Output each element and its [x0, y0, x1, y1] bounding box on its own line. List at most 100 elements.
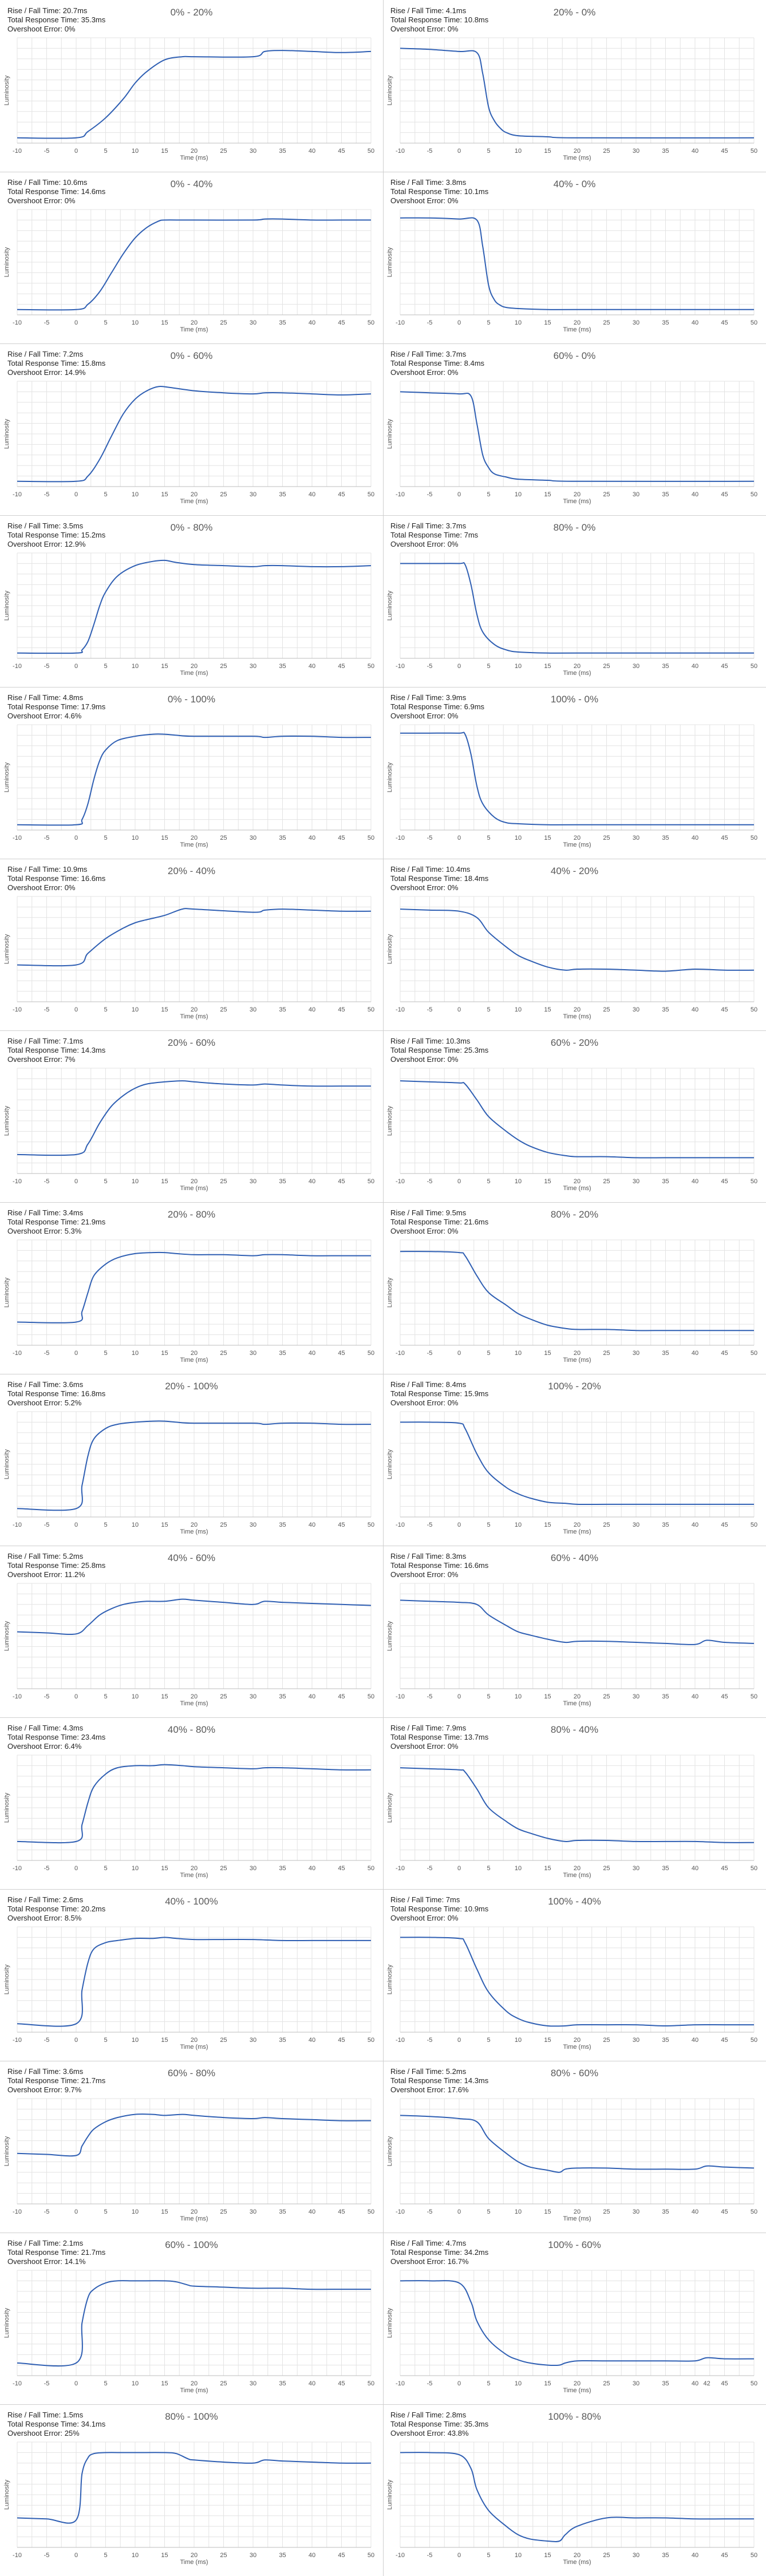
x-tick-label: 10: [132, 2208, 139, 2215]
overshoot-error-label: Overshoot Error: 6.4%: [7, 1742, 82, 1751]
x-tick-label: 30: [633, 2552, 639, 2559]
x-tick-label: 50: [368, 148, 374, 155]
overshoot-error-label: Overshoot Error: 12.9%: [7, 540, 86, 548]
chart-svg: -10 -5 0 5 10 15 20 25 30 35 40 45 50 Time (ms) Lumino…: [3, 2441, 374, 2566]
x-tick-label: 30: [633, 148, 639, 155]
luminosity-series-line: [400, 391, 755, 482]
rise-fall-time-label: Rise / Fall Time: 20.7ms: [7, 6, 88, 15]
x-tick-label: 40: [309, 1178, 315, 1185]
y-axis-label: Luminosity: [386, 2479, 393, 2510]
overshoot-error-label: Overshoot Error: 25%: [7, 2429, 80, 2437]
x-tick-label: -5: [427, 2552, 433, 2559]
x-tick-label: -10: [13, 1350, 22, 1357]
row-divider: [0, 687, 766, 688]
x-tick-label: 50: [751, 835, 757, 841]
total-response-time-label: Total Response Time: 6.9ms: [390, 702, 485, 711]
x-tick-label: 20: [574, 2208, 581, 2215]
chart-panel: Rise / Fall Time: 20.7ms Total Response T…: [0, 0, 383, 172]
luminosity-series-line: [400, 1421, 754, 1506]
x-tick-label: -5: [427, 491, 433, 498]
x-tick-label: 40: [309, 1522, 315, 1528]
x-tick-label: -5: [44, 2380, 50, 2387]
chart-svg: -10 -5 0 5 10 15 20 25 30 35 40 45 50 Time (ms) Lumino…: [3, 1926, 374, 2050]
chart-svg: -10 -5 0 5 10 15 20 25 30 35 40 45 50 Time (ms) Lumino…: [386, 2098, 757, 2222]
chart-panel: Rise / Fall Time: 4.8ms Total Response Ti…: [0, 687, 383, 859]
chart-stats: Rise / Fall Time: 20.7ms Total Response T…: [7, 6, 105, 34]
x-tick-label: 5: [104, 663, 107, 670]
x-tick-label: 0: [457, 1350, 461, 1357]
chart-title: 80% - 40%: [550, 1724, 599, 1735]
chart-stats: Rise / Fall Time: 5.2ms Total Response Ti…: [7, 1552, 105, 1579]
x-tick-label: 15: [161, 1006, 168, 1013]
x-tick-label: 45: [721, 1178, 728, 1185]
x-tick-label: -5: [44, 2208, 50, 2215]
x-tick-label: 15: [544, 491, 551, 498]
x-tick-label: 10: [515, 1865, 522, 1872]
x-tick-label: 50: [751, 2037, 757, 2044]
x-tick-label: 15: [544, 663, 551, 670]
rise-fall-time-label: Rise / Fall Time: 4.8ms: [7, 693, 84, 702]
total-response-time-label: Total Response Time: 35.3ms: [7, 15, 106, 24]
total-response-time-label: Total Response Time: 10.8ms: [390, 15, 489, 24]
x-tick-label: 40: [309, 2380, 315, 2387]
chart-svg: -10 -5 0 5 10 15 20 25 30 35 40 45 50 Time (ms) Lumino…: [3, 724, 374, 848]
total-response-time-label: Total Response Time: 16.6ms: [7, 874, 106, 883]
x-tick-label: 30: [633, 2208, 639, 2215]
luminosity-series-line: [17, 1080, 371, 1156]
x-tick-label: 45: [721, 1865, 728, 1872]
row-divider: [0, 343, 766, 344]
x-tick-label: 30: [250, 1865, 256, 1872]
chart-title: 100% - 0%: [550, 694, 599, 705]
x-tick-label: 15: [161, 1350, 168, 1357]
x-tick-label: 0: [74, 148, 78, 155]
overshoot-error-label: Overshoot Error: 7%: [7, 1055, 76, 1064]
x-tick-label: 30: [633, 1178, 639, 1185]
x-tick-label: 35: [279, 491, 286, 498]
overshoot-error-label: Overshoot Error: 14.9%: [7, 368, 86, 377]
y-axis-label: Luminosity: [386, 418, 393, 449]
x-tick-label: -5: [427, 1006, 433, 1013]
x-tick-label: 0: [74, 319, 78, 326]
x-tick-label: -10: [13, 2380, 22, 2387]
x-tick-label: 35: [662, 663, 669, 670]
x-tick-label: 45: [721, 1522, 728, 1528]
y-axis-label: Luminosity: [386, 1621, 393, 1651]
chart-title: 40% - 20%: [550, 866, 599, 876]
luminosity-series-line: [17, 559, 372, 654]
x-tick-label: 5: [487, 663, 490, 670]
chart-panel: Rise / Fall Time: 1.5ms Total Response Ti…: [0, 2404, 383, 2576]
x-tick-label: 10: [515, 2552, 522, 2559]
x-tick-label: -10: [396, 2208, 405, 2215]
x-axis-label: Time (ms): [563, 2387, 591, 2394]
x-axis-label: Time (ms): [180, 670, 208, 677]
chart-stats: Rise / Fall Time: 7ms Total Response Time…: [390, 1895, 488, 1923]
y-axis-label: Luminosity: [386, 1105, 393, 1136]
chart-stats: Rise / Fall Time: 10.6ms Total Response T…: [7, 178, 105, 206]
x-tick-label: 20: [191, 1350, 198, 1357]
x-tick-label: 50: [368, 1350, 374, 1357]
x-tick-label: 45: [721, 1350, 728, 1357]
x-tick-label: 0: [74, 1865, 78, 1872]
x-tick-label: 20: [191, 835, 198, 841]
x-tick-label: 40: [692, 835, 698, 841]
overshoot-error-label: Overshoot Error: 0%: [390, 25, 459, 33]
x-tick-label: 35: [279, 1178, 286, 1185]
x-tick-label: 5: [487, 2552, 490, 2559]
x-tick-label: 35: [279, 2380, 286, 2387]
x-tick-label: 50: [368, 2380, 374, 2387]
chart-svg: -10 -5 0 5 10 15 20 25 30 35 40 45 50 Time (ms) Lumino…: [3, 896, 374, 1020]
x-tick-label: 40: [692, 2037, 698, 2044]
x-tick-label: -5: [44, 1522, 50, 1528]
x-tick-label: -10: [13, 148, 22, 155]
x-tick-label: -10: [13, 319, 22, 326]
x-tick-label: 50: [751, 1693, 757, 1700]
x-tick-label: 35: [279, 2208, 286, 2215]
x-tick-label: 15: [544, 319, 551, 326]
x-axis-label: Time (ms): [180, 498, 208, 505]
chart-svg: -10 -5 0 5 10 15 20 25 30 35 40 45 50 Time (ms) Lumino…: [386, 1411, 757, 1535]
x-tick-label: 5: [104, 2380, 107, 2387]
chart-svg: -10 -5 0 5 10 15 20 25 30 35 40 45 50 Time (ms) Lumino…: [3, 37, 374, 161]
x-tick-label: 0: [457, 491, 461, 498]
total-response-time-label: Total Response Time: 10.9ms: [390, 1905, 489, 1913]
